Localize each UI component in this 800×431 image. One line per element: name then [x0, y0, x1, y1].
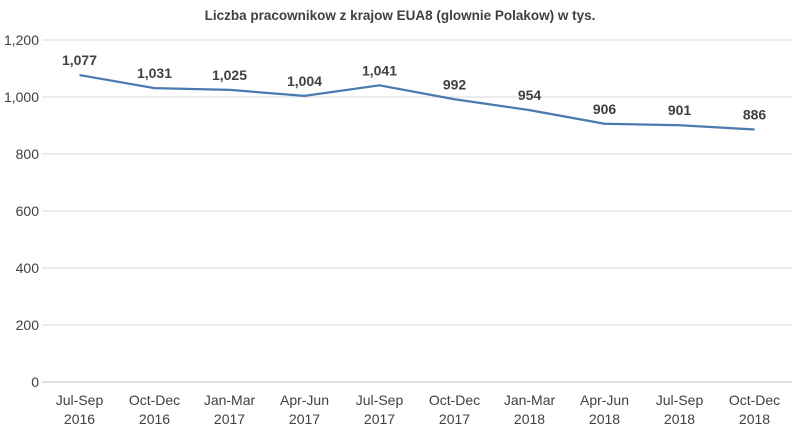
- x-tick-period: Jan-Mar: [204, 392, 256, 408]
- y-tick-label: 1,200: [4, 32, 39, 48]
- data-label: 1,004: [287, 73, 322, 89]
- data-label: 1,031: [137, 65, 172, 81]
- x-tick-label: Jul-Sep 2018: [656, 392, 704, 427]
- y-tick-label: 200: [16, 317, 40, 333]
- x-tick-label: Oct-Dec 2018: [729, 392, 780, 427]
- y-axis-tick-labels: 0 200 400 600 800 1,000 1,200: [4, 32, 39, 390]
- data-labels: 1,077 1,031 1,025 1,004 1,041 992 954 906 901 886: [62, 52, 766, 122]
- data-label: 1,077: [62, 52, 97, 68]
- x-tick-label: Oct-Dec 2016: [129, 392, 180, 427]
- x-tick-year: 2016: [139, 411, 170, 427]
- y-tick-label: 1,000: [4, 89, 39, 105]
- y-tick-label: 600: [16, 203, 40, 219]
- x-tick-year: 2018: [739, 411, 770, 427]
- x-tick-period: Oct-Dec: [729, 392, 780, 408]
- y-tick-label: 800: [16, 146, 40, 162]
- x-tick-label: Jul-Sep 2017: [356, 392, 404, 427]
- x-tick-label: Oct-Dec 2017: [429, 392, 480, 427]
- x-tick-label: Jan-Mar 2018: [504, 392, 556, 427]
- data-label: 901: [668, 102, 692, 118]
- data-label: 992: [443, 76, 467, 92]
- gridlines: [42, 39, 792, 383]
- data-label: 954: [518, 87, 542, 103]
- data-label: 906: [593, 101, 617, 117]
- x-tick-period: Jul-Sep: [56, 392, 104, 408]
- x-tick-year: 2018: [589, 411, 620, 427]
- x-tick-year: 2017: [214, 411, 245, 427]
- x-tick-label: Apr-Jun 2017: [280, 392, 329, 427]
- chart-title: Liczba pracownikow z krajow EUA8 (glowni…: [205, 8, 596, 23]
- x-tick-label: Jan-Mar 2017: [204, 392, 256, 427]
- series-line: [79, 73, 755, 131]
- x-tick-year: 2017: [364, 411, 395, 427]
- series: [79, 73, 755, 131]
- x-tick-year: 2016: [64, 411, 95, 427]
- x-tick-period: Jul-Sep: [656, 392, 704, 408]
- x-tick-period: Oct-Dec: [129, 392, 180, 408]
- data-label: 1,041: [362, 62, 397, 78]
- x-tick-year: 2017: [289, 411, 320, 427]
- x-tick-label: Jul-Sep 2016: [56, 392, 104, 427]
- x-tick-year: 2017: [439, 411, 470, 427]
- y-tick-label: 400: [16, 260, 40, 276]
- x-tick-period: Apr-Jun: [280, 392, 329, 408]
- x-tick-period: Oct-Dec: [429, 392, 480, 408]
- data-label: 886: [743, 106, 767, 122]
- data-label: 1,025: [212, 67, 247, 83]
- x-tick-period: Apr-Jun: [580, 392, 629, 408]
- x-tick-year: 2018: [514, 411, 545, 427]
- y-tick-label: 0: [31, 374, 39, 390]
- x-tick-year: 2018: [664, 411, 695, 427]
- x-tick-label: Apr-Jun 2018: [580, 392, 629, 427]
- x-tick-period: Jul-Sep: [356, 392, 404, 408]
- x-tick-period: Jan-Mar: [504, 392, 556, 408]
